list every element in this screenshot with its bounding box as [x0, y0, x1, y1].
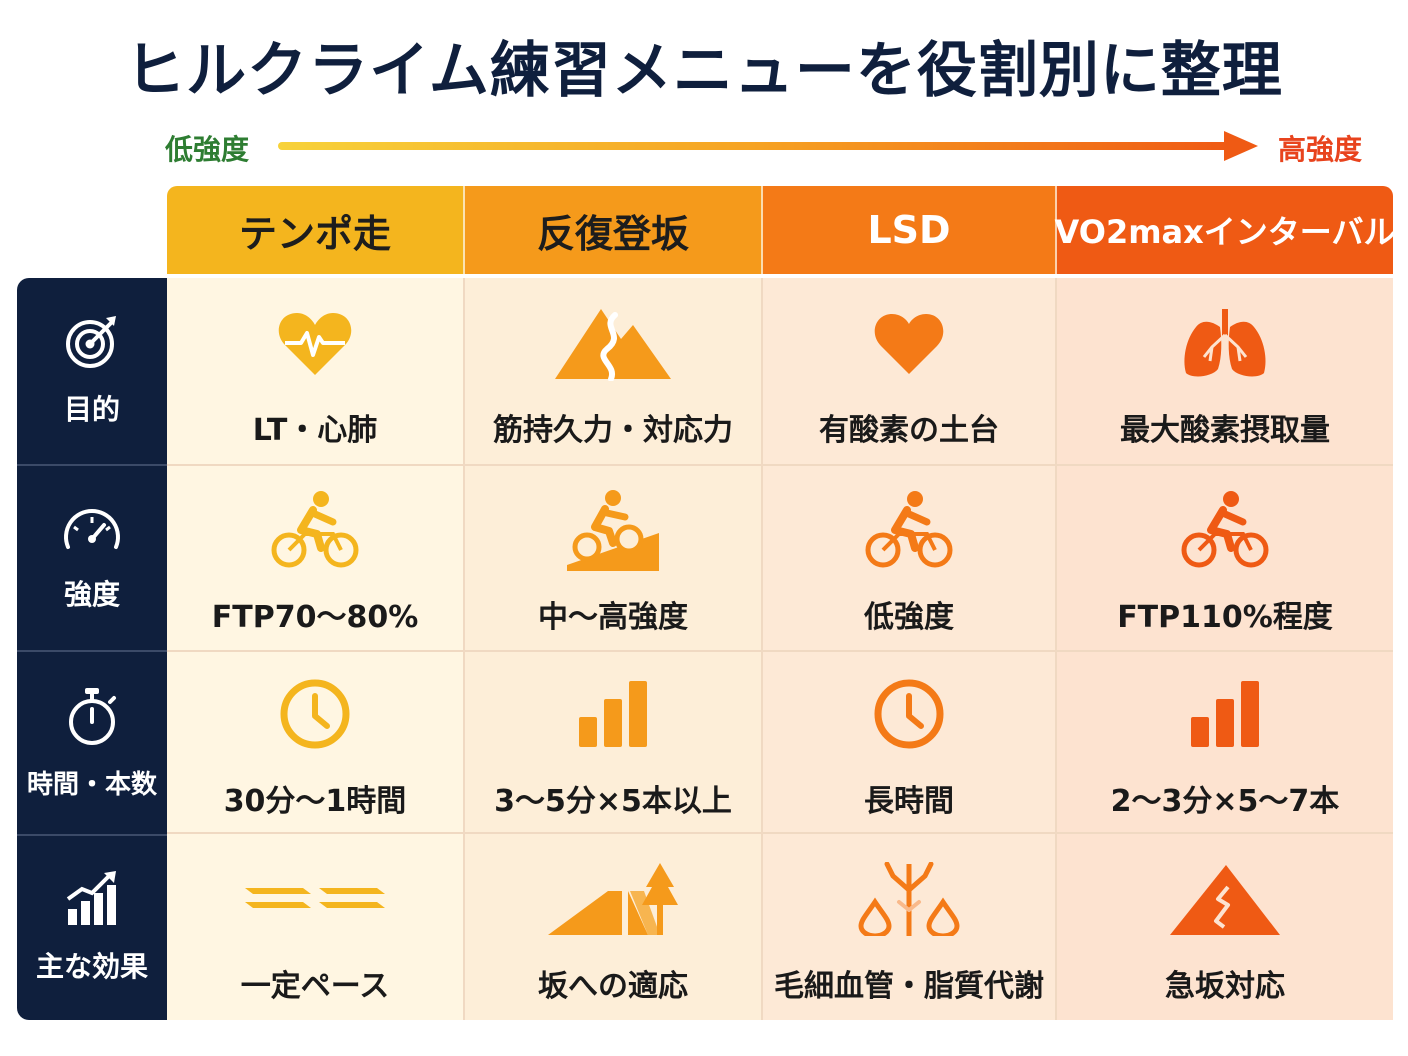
cell-tempo-time: 30分〜1時間 [167, 652, 465, 834]
growth-chart-icon [66, 871, 116, 925]
row-header-panel: 目的 強度 時間・本数 [17, 278, 167, 1020]
scale-low-label: 低強度 [165, 133, 250, 166]
speedometer-icon [64, 509, 120, 549]
lungs-icon [1184, 309, 1266, 377]
row-header-main-effect: 主な効果 [17, 836, 167, 1020]
cell-vo2max-time: 2〜3分×5〜7本 [1057, 652, 1393, 834]
column-header-repeat-climb: 反復登坂 [465, 186, 763, 274]
cyclist-icon [271, 491, 359, 568]
cell-vo2max-purpose: 最大酸素摂取量 [1057, 278, 1393, 466]
cell-lsd-time: 長時間 [763, 652, 1057, 834]
heart-icon [874, 314, 944, 374]
column-header-row: テンポ走 反復登坂 LSD VO2maxインターバル [167, 186, 1395, 274]
cell-tempo-purpose: LT・心肺 [167, 278, 465, 466]
column-header-tempo: テンポ走 [167, 186, 465, 274]
cell-repeat-purpose: 筋持久力・対応力 [465, 278, 763, 466]
row-divider [17, 650, 167, 652]
cyclist-icon [865, 491, 953, 568]
column-header-lsd: LSD [763, 186, 1057, 274]
stopwatch-icon [69, 687, 116, 745]
capillary-drops-icon [858, 862, 960, 936]
slope-tree-icon [548, 863, 678, 935]
row-divider [17, 834, 167, 836]
cell-lsd-purpose: 有酸素の土台 [763, 278, 1057, 466]
clock-icon [874, 679, 944, 749]
cracked-mountain-icon [1170, 865, 1280, 935]
bar-steps-icon [1191, 681, 1259, 747]
cell-repeat-effect: 坂への適応 [465, 834, 763, 1020]
row-header-intensity: 強度 [17, 466, 167, 650]
column-header-vo2max: VO2maxインターバル [1055, 186, 1395, 274]
heartbeat-icon [278, 313, 352, 375]
cell-repeat-intensity: 中〜高強度 [465, 466, 763, 652]
cell-lsd-effect: 毛細血管・脂質代謝 [763, 834, 1057, 1020]
row-header-time-reps: 時間・本数 [17, 652, 167, 834]
mountain-road-icon [555, 309, 671, 381]
steady-pace-icon [245, 888, 385, 908]
intensity-arrow-icon [278, 131, 1258, 161]
bar-steps-icon [579, 681, 647, 747]
cell-lsd-intensity: 低強度 [763, 466, 1057, 652]
cyclist-uphill-icon [567, 490, 659, 571]
scale-high-label: 高強度 [1278, 133, 1363, 166]
cell-vo2max-effect: 急坂対応 [1057, 834, 1393, 1020]
page-title: ヒルクライム練習メニューを役割別に整理 [125, 36, 1283, 106]
cell-repeat-time: 3〜5分×5本以上 [465, 652, 763, 834]
comparison-grid: LT・心肺 筋持久力・対応力 有酸素の土台 [167, 278, 1393, 1020]
cell-tempo-effect: 一定ペース [167, 834, 465, 1020]
cell-vo2max-intensity: FTP110%程度 [1057, 466, 1393, 652]
clock-icon [280, 679, 350, 749]
row-header-purpose: 目的 [17, 278, 167, 464]
row-divider [17, 464, 167, 466]
target-icon [66, 316, 116, 368]
cyclist-icon [1181, 491, 1269, 568]
cell-tempo-intensity: FTP70〜80% [167, 466, 465, 652]
